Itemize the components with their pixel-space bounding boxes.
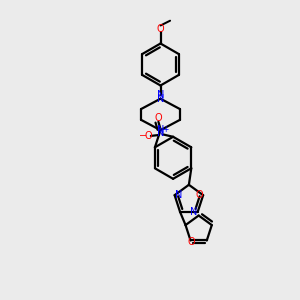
Text: N: N — [175, 190, 182, 200]
Text: +: + — [162, 125, 169, 134]
Text: N: N — [157, 94, 164, 104]
Text: −: − — [139, 131, 148, 141]
Text: N: N — [157, 90, 164, 100]
Text: N: N — [190, 207, 197, 217]
Text: O: O — [157, 23, 164, 34]
Text: O: O — [145, 131, 152, 141]
Text: O: O — [196, 190, 203, 200]
Text: N: N — [157, 128, 164, 138]
Text: O: O — [187, 237, 195, 247]
Text: N: N — [157, 125, 164, 135]
Text: O: O — [154, 113, 162, 123]
